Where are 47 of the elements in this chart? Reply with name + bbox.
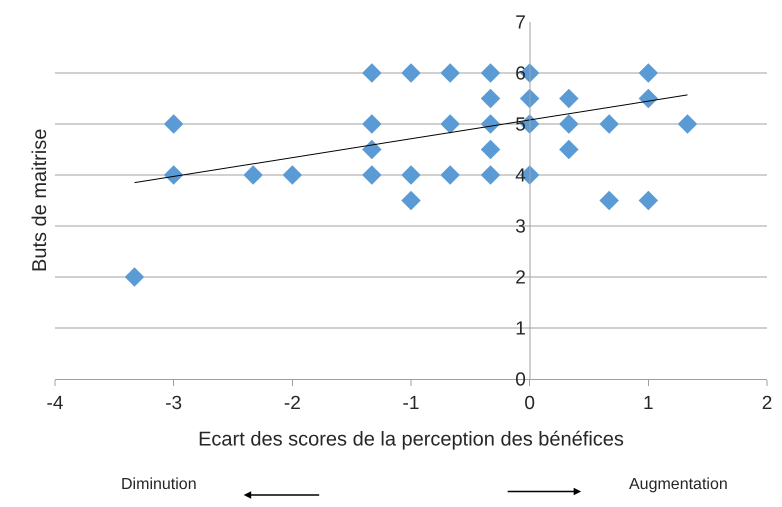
point bbox=[559, 114, 579, 134]
x-tick-label: 1 bbox=[643, 392, 654, 414]
point bbox=[480, 140, 500, 160]
point bbox=[440, 63, 460, 83]
x-tick-label: -3 bbox=[165, 392, 182, 414]
x-axis-title: Ecart des scores de la perception des bénéfices bbox=[198, 428, 624, 450]
point bbox=[638, 190, 658, 210]
text: Diminution bbox=[121, 476, 197, 493]
point bbox=[480, 165, 500, 185]
point bbox=[440, 165, 460, 185]
y-tick-label: 7 bbox=[515, 12, 526, 34]
point bbox=[480, 114, 500, 134]
point bbox=[362, 114, 382, 134]
x-tick-label: 2 bbox=[762, 392, 772, 414]
point bbox=[401, 190, 421, 210]
point bbox=[559, 140, 579, 160]
point bbox=[678, 114, 698, 134]
x-tick-label: -1 bbox=[402, 392, 420, 414]
point bbox=[282, 165, 302, 185]
point bbox=[243, 165, 263, 185]
point bbox=[164, 114, 184, 134]
point bbox=[599, 114, 619, 134]
text: Augmentation bbox=[629, 476, 728, 493]
y-axis-title: Buts de maitrise bbox=[29, 128, 52, 272]
point bbox=[164, 165, 184, 185]
y-tick-label: 6 bbox=[515, 64, 526, 85]
point bbox=[362, 63, 382, 83]
y-tick-label: 4 bbox=[515, 166, 526, 187]
y-tick-label: 2 bbox=[515, 268, 526, 289]
point bbox=[124, 267, 144, 287]
point bbox=[401, 63, 421, 83]
point bbox=[480, 88, 500, 108]
point bbox=[638, 88, 658, 108]
point bbox=[599, 190, 619, 210]
point bbox=[520, 88, 540, 108]
y-tick-label: 0 bbox=[515, 370, 526, 391]
x-tick-label: -2 bbox=[284, 392, 301, 414]
point bbox=[440, 114, 460, 134]
x-tick-label: -4 bbox=[46, 392, 64, 414]
point bbox=[401, 165, 421, 185]
y-tick-label: 3 bbox=[515, 216, 526, 238]
y-tick-label: 1 bbox=[515, 318, 526, 340]
point bbox=[480, 63, 500, 83]
point bbox=[638, 63, 658, 83]
point bbox=[362, 165, 382, 185]
point bbox=[559, 88, 579, 108]
point bbox=[362, 140, 382, 160]
